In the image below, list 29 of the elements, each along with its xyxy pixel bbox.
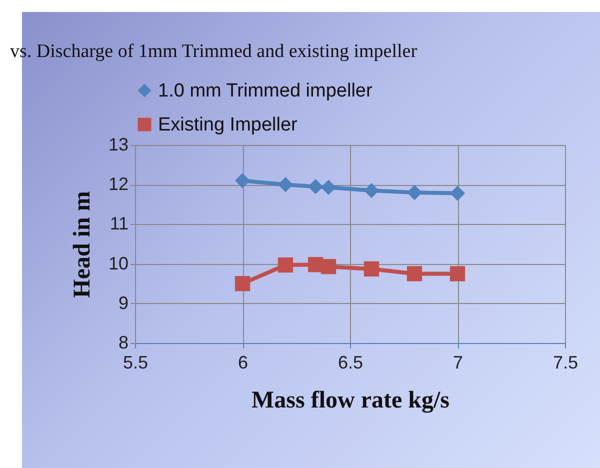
x-tick-label: 5.5 <box>122 352 148 372</box>
point <box>364 261 380 277</box>
point <box>308 178 324 194</box>
point <box>406 184 422 200</box>
point <box>450 266 466 282</box>
y-tick-label: 13 <box>108 134 128 154</box>
y-tick-label: 8 <box>118 332 128 352</box>
y-tick-label: 9 <box>118 292 128 313</box>
point <box>320 258 336 274</box>
legend-label: 1.0 mm Trimmed impeller <box>158 80 373 102</box>
point <box>320 180 336 195</box>
point <box>406 266 422 282</box>
y-tick-label: 10 <box>108 253 128 274</box>
point <box>278 177 294 192</box>
x-tick-label: 6 <box>238 352 248 372</box>
x-axis-title: Mass flow rate kg/s <box>252 388 450 414</box>
chart-title: vs. Discharge of 1mm Trimmed and existing impeller <box>10 41 418 62</box>
y-axis-title: Head in m <box>69 191 96 298</box>
x-tick-label: 7.5 <box>552 352 578 372</box>
y-tick-label: 12 <box>108 174 128 194</box>
point <box>450 186 466 201</box>
point <box>278 257 294 273</box>
y-tick-label: 11 <box>110 214 128 234</box>
x-tick-label: 6.5 <box>338 352 364 372</box>
legend-label: Existing Impeller <box>158 114 298 136</box>
point <box>234 276 250 292</box>
x-tick-label: 7 <box>452 352 464 372</box>
point <box>364 182 380 198</box>
point <box>234 173 250 188</box>
